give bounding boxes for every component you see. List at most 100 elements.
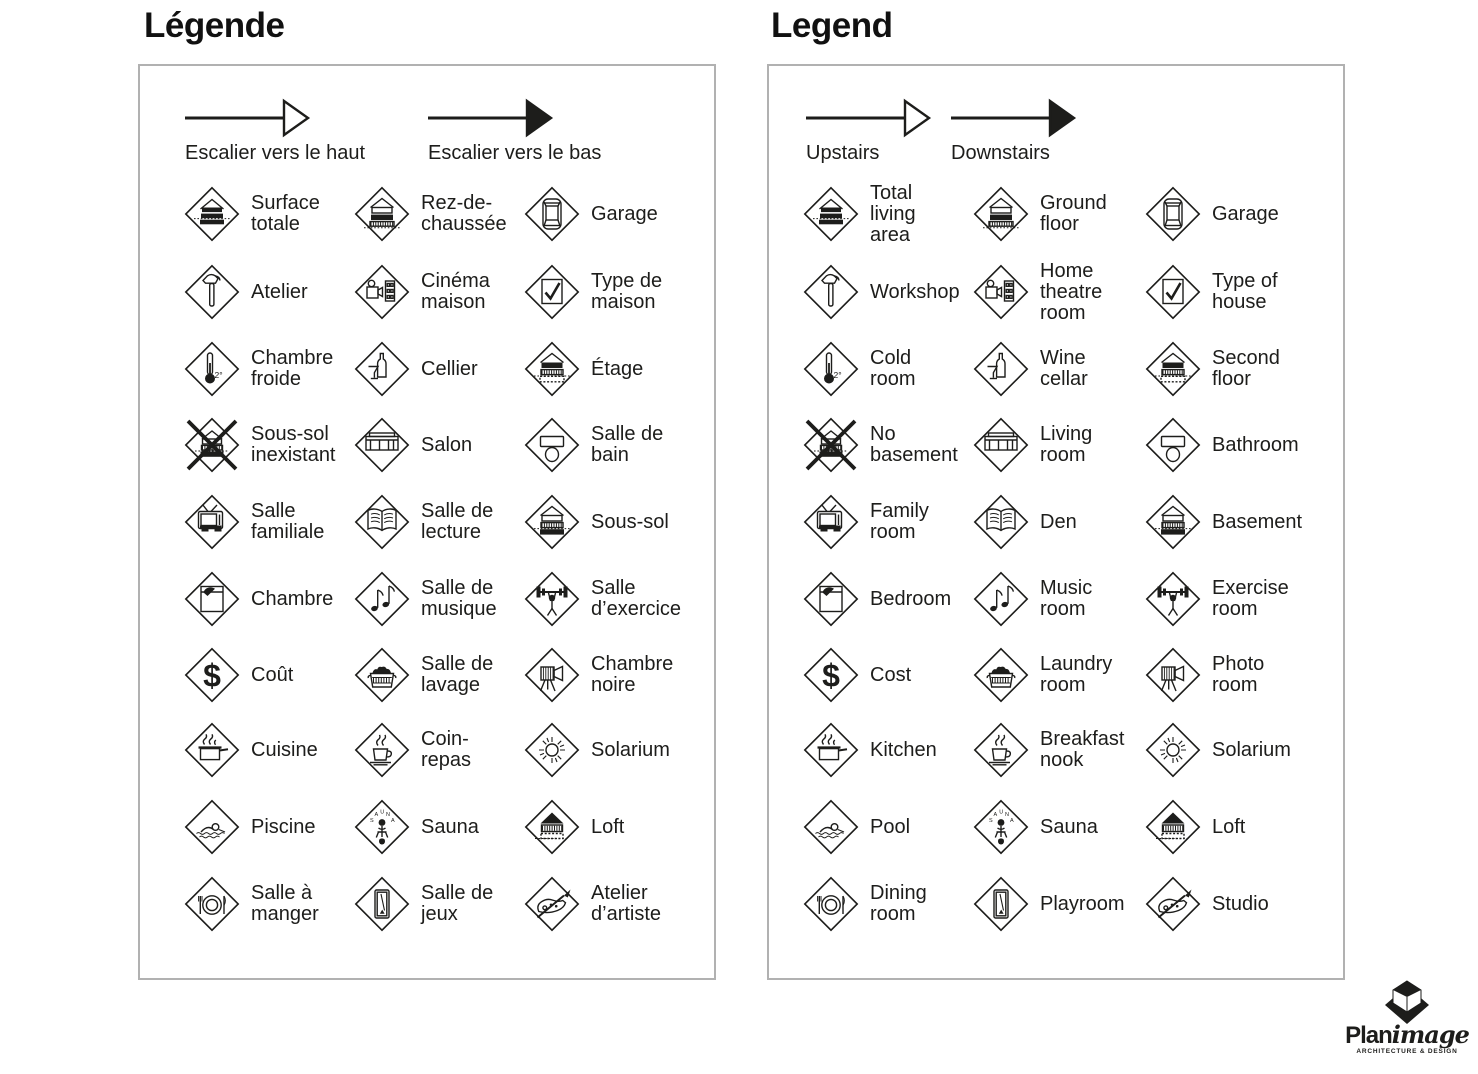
legend-item: Wine cellar bbox=[973, 331, 1088, 407]
legend-item-label: Dining room bbox=[870, 882, 927, 925]
legend-item: Photo room bbox=[1145, 637, 1264, 713]
car-icon bbox=[524, 186, 580, 242]
stairs-down-label: Downstairs bbox=[951, 142, 1050, 164]
svg-text:2°: 2° bbox=[834, 370, 842, 380]
legend-item-label: Piscine bbox=[251, 815, 316, 838]
legend-item: Studio bbox=[1145, 866, 1269, 942]
legend-panel-en: Upstairs Downstairs Total living area Gr… bbox=[767, 64, 1345, 980]
toilet-icon bbox=[1145, 417, 1201, 473]
legend-item: Pool bbox=[803, 789, 910, 865]
legend-item: Bedroom bbox=[803, 561, 951, 637]
legend-item: Laundry room bbox=[973, 637, 1112, 713]
laundry-basket-icon bbox=[354, 647, 410, 703]
legend-item-label: Ground floor bbox=[1040, 192, 1107, 235]
wine-icon bbox=[973, 341, 1029, 397]
legend-item-label: Salle de lecture bbox=[421, 500, 494, 543]
house-ground-floor-icon bbox=[973, 186, 1029, 242]
legend-item: 2° Cold room bbox=[803, 331, 916, 407]
legend-item: Salle d’exercice bbox=[524, 561, 681, 637]
house-loft-icon bbox=[524, 799, 580, 855]
no-basement-icon bbox=[803, 417, 859, 473]
stairs-down-arrow: Downstairs bbox=[951, 98, 1077, 165]
legend-item: Playroom bbox=[973, 866, 1124, 942]
legend-item: Sous-sol bbox=[524, 484, 669, 560]
legend-item: Sous-sol inexistant bbox=[184, 407, 336, 483]
legend-item-label: Loft bbox=[591, 815, 625, 838]
exercise-icon bbox=[524, 571, 580, 627]
legend-item: Piscine bbox=[184, 789, 315, 865]
legend-item: S A U N A Sauna bbox=[973, 789, 1098, 865]
legend-item: Coin- repas bbox=[354, 712, 471, 788]
toilet-icon bbox=[524, 417, 580, 473]
legend-item-label: Salle de bain bbox=[591, 423, 664, 466]
planimage-tagline: ARCHITECTURE & DESIGN bbox=[1356, 1048, 1458, 1055]
thermometer-icon: 2° bbox=[184, 341, 240, 397]
bed-icon bbox=[184, 571, 240, 627]
legend-item-label: Living room bbox=[1040, 423, 1093, 466]
house-total-icon bbox=[184, 186, 240, 242]
legend-item-label: Second floor bbox=[1212, 347, 1280, 390]
legend-item: Cellier bbox=[354, 331, 478, 407]
legend-item: S A U N A Sauna bbox=[354, 789, 479, 865]
legend-item: No basement bbox=[803, 407, 958, 483]
legend-item-label: Atelier d’artiste bbox=[591, 882, 662, 925]
swimmer-icon bbox=[184, 799, 240, 855]
legend-item-label: Kitchen bbox=[870, 738, 937, 761]
hammer-icon bbox=[184, 264, 240, 320]
legend-item: Solarium bbox=[1145, 712, 1291, 788]
stairs-down-arrow: Escalier vers le bas bbox=[428, 98, 601, 165]
plate-cutlery-icon bbox=[184, 876, 240, 932]
legend-item-label: Basement bbox=[1212, 510, 1303, 533]
projector-icon bbox=[354, 264, 410, 320]
arrow-outline-icon bbox=[806, 98, 932, 138]
legend-item-label: Family room bbox=[870, 500, 929, 543]
legend-item-label: Salle d’exercice bbox=[591, 577, 682, 620]
legend-item-label: Rez-de- chaussée bbox=[421, 192, 507, 235]
pot-icon bbox=[803, 722, 859, 778]
legend-item-label: Laundry room bbox=[1040, 653, 1113, 696]
legend-item: Music room bbox=[973, 561, 1092, 637]
legend-item-label: Total living area bbox=[870, 181, 916, 246]
legend-item: Garage bbox=[1145, 176, 1279, 252]
exercise-icon bbox=[1145, 571, 1201, 627]
legend-item-label: Cellier bbox=[421, 357, 478, 380]
dollar-icon: $ bbox=[803, 647, 859, 703]
legend-item: Type de maison bbox=[524, 254, 662, 330]
pool-table-icon bbox=[973, 876, 1029, 932]
no-basement-icon bbox=[184, 417, 240, 473]
legend-item-label: Home theatre room bbox=[1040, 259, 1103, 324]
legend-item-label: Cost bbox=[870, 663, 912, 686]
swimmer-icon bbox=[803, 799, 859, 855]
legend-item: 2° Chambre froide bbox=[184, 331, 333, 407]
legend-item-label: Salle de jeux bbox=[421, 882, 494, 925]
car-icon bbox=[1145, 186, 1201, 242]
house-second-floor-icon bbox=[1145, 341, 1201, 397]
legend-item: Exercise room bbox=[1145, 561, 1289, 637]
legend-item: Cuisine bbox=[184, 712, 318, 788]
pot-icon bbox=[184, 722, 240, 778]
arrow-filled-icon bbox=[428, 98, 554, 138]
legend-item-label: Type of house bbox=[1212, 270, 1278, 313]
house-loft-icon bbox=[1145, 799, 1201, 855]
tv-icon bbox=[184, 494, 240, 550]
legend-item: Atelier d’artiste bbox=[524, 866, 661, 942]
book-icon bbox=[973, 494, 1029, 550]
legend-item-label: Music room bbox=[1040, 577, 1093, 620]
legend-item: Salle de jeux bbox=[354, 866, 493, 942]
legend-item-label: Wine cellar bbox=[1040, 347, 1088, 390]
legend-item: Salle de lecture bbox=[354, 484, 493, 560]
svg-text:2°: 2° bbox=[215, 370, 223, 380]
legend-item: Chambre bbox=[184, 561, 333, 637]
svg-text:A: A bbox=[391, 818, 395, 824]
legend-item-label: Bedroom bbox=[870, 587, 952, 610]
legend-item: Salon bbox=[354, 407, 472, 483]
legend-item: Breakfast nook bbox=[973, 712, 1124, 788]
legend-item: Second floor bbox=[1145, 331, 1280, 407]
legend-item-label: Type de maison bbox=[591, 270, 663, 313]
legend-item-label: Garage bbox=[1212, 202, 1279, 225]
house-basement-icon bbox=[524, 494, 580, 550]
svg-text:S: S bbox=[989, 818, 993, 824]
legend-item: Dining room bbox=[803, 866, 927, 942]
legend-item: Loft bbox=[524, 789, 624, 865]
arrow-filled-icon bbox=[951, 98, 1077, 138]
